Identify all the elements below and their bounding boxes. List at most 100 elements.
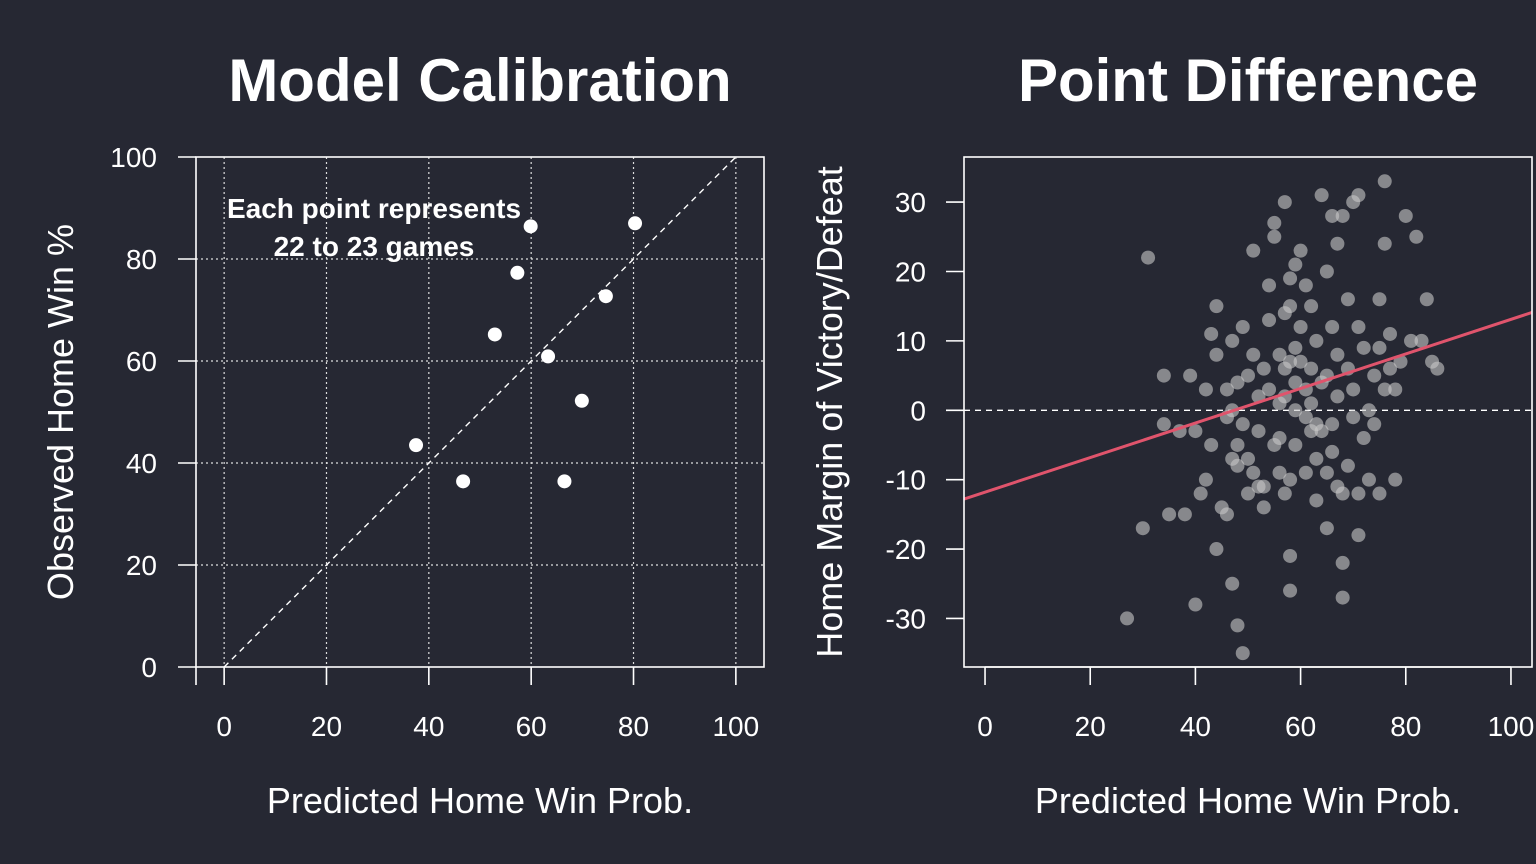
game-point bbox=[1304, 299, 1319, 314]
game-point bbox=[1319, 521, 1334, 536]
calibration-annotation-line1: Each point represents bbox=[227, 193, 521, 224]
game-point bbox=[1188, 597, 1203, 612]
game-point bbox=[1293, 243, 1308, 258]
game-point bbox=[1351, 528, 1366, 543]
game-point bbox=[1356, 431, 1371, 446]
game-point bbox=[1156, 368, 1171, 383]
calibration-grid bbox=[196, 157, 764, 667]
game-point bbox=[1419, 292, 1434, 307]
calibration-y-ticks: 0 20 40 60 80 100 bbox=[110, 142, 196, 683]
game-point bbox=[1267, 229, 1282, 244]
game-point bbox=[1377, 236, 1392, 251]
game-point bbox=[1209, 542, 1224, 557]
calibration-point bbox=[409, 438, 424, 453]
game-point bbox=[1256, 361, 1271, 376]
game-point bbox=[1372, 292, 1387, 307]
game-point bbox=[1209, 299, 1224, 314]
game-point bbox=[1277, 486, 1292, 501]
regression-trend-line bbox=[963, 311, 1533, 501]
game-point bbox=[1404, 333, 1419, 348]
y-tick-label: 80 bbox=[126, 244, 157, 275]
game-point bbox=[1230, 375, 1245, 390]
game-point bbox=[1267, 215, 1282, 230]
game-point bbox=[1246, 347, 1261, 362]
game-point bbox=[1335, 486, 1350, 501]
game-point bbox=[1241, 486, 1255, 501]
game-point bbox=[1351, 320, 1366, 334]
game-point bbox=[1209, 347, 1224, 362]
game-point bbox=[1288, 375, 1303, 390]
game-point bbox=[1120, 611, 1135, 626]
x-tick-label: 40 bbox=[1180, 711, 1211, 742]
game-point bbox=[1198, 472, 1213, 487]
calibration-point bbox=[598, 289, 613, 304]
game-point bbox=[1398, 208, 1413, 223]
calibration-point bbox=[510, 265, 525, 280]
game-point bbox=[1340, 458, 1355, 473]
game-point bbox=[1325, 208, 1340, 223]
x-tick-label: 40 bbox=[413, 711, 444, 742]
x-tick-label: 60 bbox=[1285, 711, 1316, 742]
game-point bbox=[1230, 437, 1245, 452]
game-point bbox=[1335, 555, 1350, 570]
game-point bbox=[1283, 472, 1298, 487]
game-point bbox=[1414, 333, 1429, 348]
calibration-x-ticks: 0 20 40 60 80 100 bbox=[195, 667, 759, 742]
calibration-point bbox=[456, 474, 471, 489]
game-point bbox=[1241, 368, 1255, 383]
game-point bbox=[1319, 465, 1334, 480]
calibration-point bbox=[574, 393, 589, 408]
game-point bbox=[1283, 271, 1298, 286]
x-tick-label: 0 bbox=[977, 711, 993, 742]
game-point bbox=[1288, 257, 1303, 272]
game-point bbox=[1225, 333, 1240, 348]
game-point bbox=[1383, 326, 1397, 341]
game-point bbox=[1288, 340, 1303, 355]
game-point bbox=[1162, 507, 1177, 522]
x-tick-label: 60 bbox=[516, 711, 547, 742]
game-point bbox=[1351, 188, 1366, 203]
game-point bbox=[1377, 174, 1392, 189]
game-point bbox=[1298, 465, 1313, 480]
y-tick-label: 0 bbox=[910, 395, 926, 426]
y-tick-label: 30 bbox=[895, 187, 926, 218]
game-point bbox=[1262, 382, 1277, 397]
calibration-plot-frame bbox=[195, 156, 765, 668]
game-point bbox=[1314, 188, 1329, 203]
y-tick-label: 40 bbox=[126, 448, 157, 479]
game-point bbox=[1356, 340, 1371, 355]
game-point bbox=[1309, 451, 1324, 466]
game-point bbox=[1346, 410, 1361, 425]
game-point bbox=[1135, 521, 1150, 536]
y-tick-label: -10 bbox=[886, 465, 926, 496]
game-point bbox=[1246, 243, 1261, 258]
x-tick-label: 20 bbox=[311, 711, 342, 742]
game-point bbox=[1367, 368, 1382, 383]
game-point bbox=[1293, 320, 1308, 334]
game-point bbox=[1372, 486, 1387, 501]
y-tick-label: 60 bbox=[126, 346, 157, 377]
game-point bbox=[1283, 548, 1298, 563]
game-point bbox=[1367, 417, 1382, 432]
game-point bbox=[1340, 292, 1355, 307]
game-point bbox=[1361, 403, 1376, 418]
game-point bbox=[1325, 417, 1340, 432]
game-point bbox=[1335, 208, 1350, 223]
game-point bbox=[1293, 354, 1308, 369]
x-tick-label: 80 bbox=[618, 711, 649, 742]
game-point bbox=[1262, 313, 1277, 328]
game-point bbox=[1235, 646, 1250, 661]
game-point bbox=[1346, 382, 1361, 397]
game-point bbox=[1325, 444, 1340, 459]
game-point bbox=[1283, 583, 1298, 598]
game-point bbox=[1314, 424, 1329, 439]
calibration-point bbox=[541, 349, 556, 364]
point-difference-y-ticks: -30 -20 -10 0 10 20 30 bbox=[886, 187, 964, 634]
calibration-title: Model Calibration bbox=[228, 47, 731, 114]
game-point bbox=[1430, 361, 1445, 376]
game-point bbox=[1262, 278, 1277, 293]
game-point bbox=[1309, 333, 1324, 348]
game-point bbox=[1177, 507, 1192, 522]
y-tick-label: -30 bbox=[886, 603, 926, 634]
game-point bbox=[1188, 424, 1203, 439]
